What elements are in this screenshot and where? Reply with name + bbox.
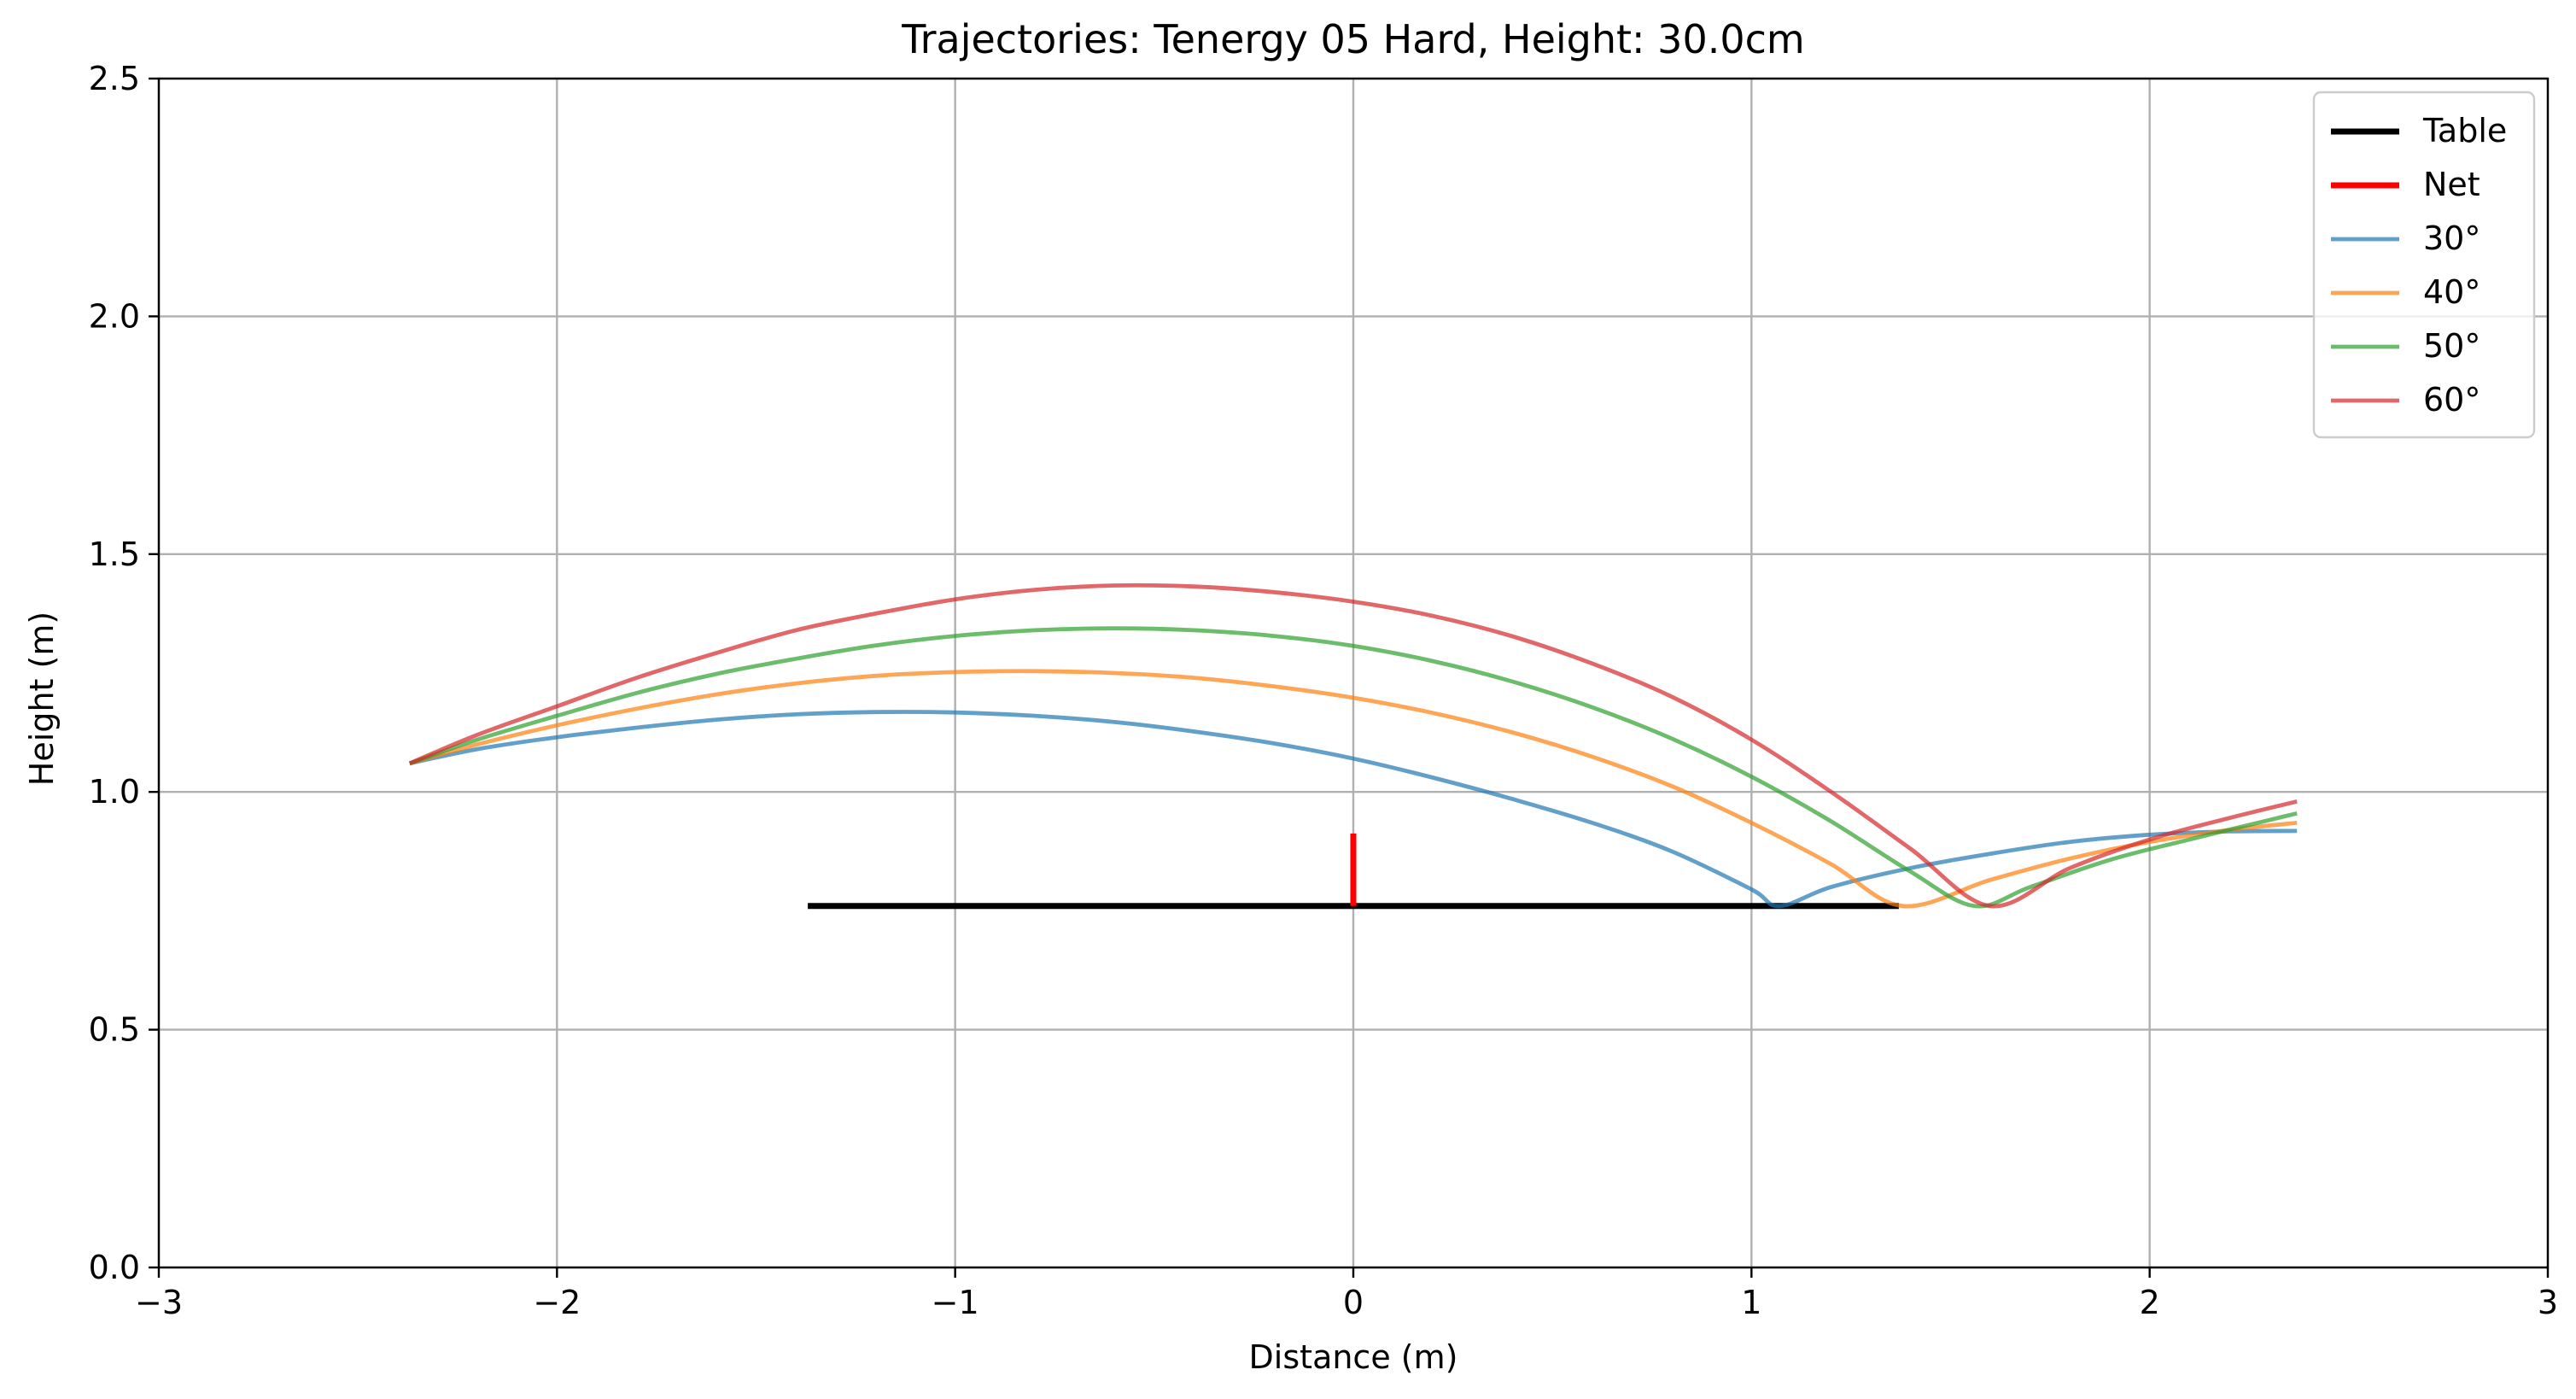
legend-label: Net xyxy=(2423,166,2480,203)
legend-box xyxy=(2312,91,2536,439)
series-line-50 xyxy=(409,626,2298,909)
x-axis-title: Distance (m) xyxy=(1249,1338,1458,1376)
y-tick-label: 1.5 xyxy=(89,536,140,573)
series-line-60 xyxy=(408,582,2298,909)
x-tick-label: 1 xyxy=(1741,1284,1761,1321)
legend-label: 40° xyxy=(2423,273,2480,311)
y-tick-label: 0.0 xyxy=(89,1249,140,1286)
y-tick-label: 2.5 xyxy=(89,60,140,97)
axis-ticks: −3 −2 −1 0 1 2 3 0.0 0.5 1.0 1.5 2.0 2.5 xyxy=(89,60,2559,1321)
chart-title: Trajectories: Tenergy 05 Hard, Height: 3… xyxy=(901,16,1804,62)
y-tick-label: 0.5 xyxy=(89,1011,140,1049)
x-tick-label: 2 xyxy=(2140,1284,2160,1321)
y-axis-title: Height (m) xyxy=(23,612,61,786)
series-line-40 xyxy=(409,669,2298,909)
legend-label: 60° xyxy=(2423,381,2480,419)
legend-label: 30° xyxy=(2423,220,2480,257)
x-tick-label: −2 xyxy=(533,1284,581,1321)
x-tick-label: −3 xyxy=(135,1284,183,1321)
x-tick-label: 0 xyxy=(1343,1284,1364,1321)
y-tick-label: 2.0 xyxy=(89,297,140,335)
plot-series xyxy=(408,582,2298,910)
legend: Table Net 30° 40° 50° 60° xyxy=(2312,91,2536,439)
y-tick-label: 1.0 xyxy=(89,773,140,811)
x-tick-label: 3 xyxy=(2538,1284,2558,1321)
legend-label: 50° xyxy=(2423,327,2480,365)
x-tick-label: −1 xyxy=(932,1284,979,1321)
legend-label: Table xyxy=(2422,112,2507,149)
series-line-30 xyxy=(409,710,2298,909)
